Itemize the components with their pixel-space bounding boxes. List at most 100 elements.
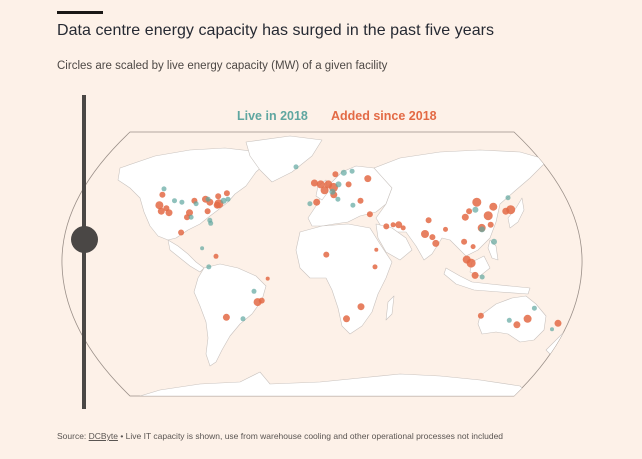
facility-circle-added: [472, 197, 482, 207]
facility-circle-added: [332, 171, 339, 178]
facility-circle-added: [343, 315, 350, 323]
facility-circle-live: [335, 196, 341, 202]
facility-circle-live: [172, 198, 177, 204]
facility-circle-added: [425, 217, 432, 224]
facility-circle-added: [163, 205, 170, 212]
facility-circle-live: [479, 226, 485, 233]
facility-circle-live: [506, 317, 512, 323]
facility-circle-live: [550, 327, 554, 332]
facility-circle-added: [310, 179, 318, 187]
facility-circle-live: [161, 186, 167, 192]
facility-circle-added: [523, 314, 532, 323]
facility-circle-added: [395, 221, 403, 229]
facility-circle-live: [472, 206, 479, 213]
land-indonesia: [443, 267, 531, 295]
legend-added-since-2018: Added since 2018: [331, 109, 437, 123]
facility-circle-added: [265, 276, 270, 281]
facility-circle-added: [357, 303, 365, 311]
facility-circle-added: [461, 213, 469, 221]
facility-circle-added: [461, 238, 468, 245]
facility-circle-live: [350, 202, 356, 208]
land-arabia: [375, 223, 413, 261]
facility-circle-live: [479, 274, 485, 280]
facility-circle-added: [223, 190, 230, 197]
facility-circle-live: [293, 164, 299, 170]
facility-circle-added: [155, 201, 164, 210]
facility-circle-added: [432, 239, 440, 247]
facility-circle-added: [357, 197, 364, 204]
facility-circle-live: [240, 316, 246, 322]
facility-circle-added: [157, 207, 165, 215]
facility-circle-live: [208, 220, 214, 226]
facility-circle-added: [372, 264, 378, 270]
top-rule: [57, 11, 103, 14]
facility-circle-added: [316, 180, 325, 189]
land-central-america: [167, 239, 205, 273]
facility-circle-live: [193, 201, 199, 207]
facility-circle-added: [487, 221, 494, 228]
facility-circle-added: [222, 313, 230, 321]
facility-circle-added: [313, 198, 321, 206]
facility-circle-added: [421, 230, 429, 238]
land-australia: [477, 295, 547, 343]
world-map: [61, 131, 583, 397]
facility-circle-live: [188, 214, 194, 220]
facility-circle-added: [429, 234, 436, 241]
facility-circle-added: [443, 226, 448, 232]
facility-circle-added: [215, 193, 222, 200]
facility-circle-live: [329, 188, 336, 195]
facility-circle-added: [477, 312, 484, 319]
timeline-slider-handle[interactable]: [71, 225, 98, 253]
facility-circle-added: [364, 175, 372, 183]
facility-circle-live: [251, 288, 257, 294]
facility-circle-added: [184, 214, 190, 221]
facility-circle-added: [390, 222, 396, 228]
facility-circle-added: [471, 271, 479, 279]
facility-circle-added: [554, 319, 562, 327]
land-philippines: [487, 239, 499, 261]
land-africa: [295, 223, 393, 335]
facility-circle-added: [366, 211, 373, 218]
facility-circle-live: [200, 246, 205, 251]
facility-circle-added: [258, 297, 265, 304]
facility-circle-added: [213, 201, 221, 209]
facility-circle-live: [335, 181, 342, 188]
facility-circle-live: [531, 305, 537, 311]
facility-circle-added: [159, 191, 166, 198]
chart-title: Data centre energy capacity has surged i…: [57, 22, 495, 39]
facility-circle-added: [178, 229, 185, 236]
source-note: Source: DCByte • Live IT capacity is sho…: [57, 431, 503, 441]
source-prefix: Source:: [57, 431, 89, 441]
facility-circle-live: [205, 196, 211, 202]
facility-circle-added: [213, 253, 219, 259]
facility-circle-added: [502, 207, 510, 215]
facility-circle-live: [225, 196, 231, 202]
land-greenland: [245, 135, 323, 183]
facility-circle-added: [383, 223, 390, 230]
legend-live-2018: Live in 2018: [237, 109, 308, 123]
facility-circle-live: [179, 199, 185, 205]
facility-circle-added: [345, 181, 352, 188]
facility-circle-added: [483, 211, 493, 221]
facility-circle-added: [400, 225, 406, 231]
facility-circle-live: [340, 169, 347, 176]
facility-circle-live: [349, 168, 355, 174]
land-south-america: [193, 263, 267, 367]
source-link-dcbyte[interactable]: DCByte: [88, 431, 118, 441]
facility-circle-added: [374, 247, 379, 252]
facility-circle-live: [206, 264, 212, 270]
facility-circle-added: [466, 258, 476, 268]
facility-circle-added: [204, 208, 211, 215]
facility-circle-added: [489, 202, 498, 211]
chart-subtitle: Circles are scaled by live energy capaci…: [57, 60, 388, 72]
land-madagascar: [385, 295, 395, 321]
facility-circle-added: [466, 208, 473, 215]
source-note-text: • Live IT capacity is shown, use from wa…: [117, 431, 504, 441]
facility-circle-live: [220, 197, 227, 204]
facility-circle-live: [491, 238, 497, 245]
land-japan: [507, 197, 525, 229]
facility-circle-added: [323, 251, 330, 258]
facility-circle-added: [513, 321, 521, 329]
facility-circle-added: [320, 186, 329, 195]
facility-circle-added: [470, 244, 476, 250]
